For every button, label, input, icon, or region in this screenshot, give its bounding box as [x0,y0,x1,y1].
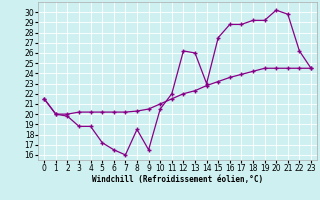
X-axis label: Windchill (Refroidissement éolien,°C): Windchill (Refroidissement éolien,°C) [92,175,263,184]
